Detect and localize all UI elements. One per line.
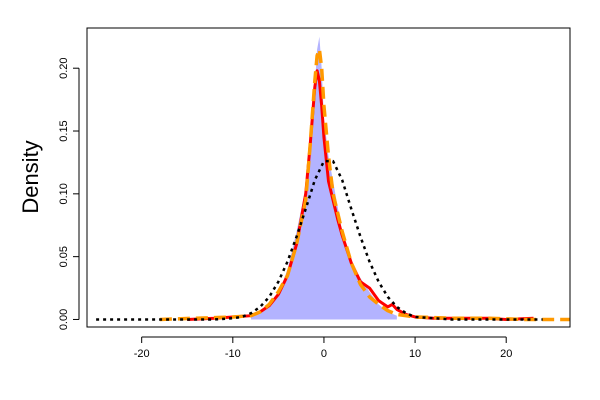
y-tick-label: 0.15 bbox=[58, 120, 70, 141]
y-tick-label: 0.10 bbox=[58, 183, 70, 204]
y-tick-label: 0.05 bbox=[58, 246, 70, 267]
x-tick-label: 20 bbox=[500, 348, 512, 360]
x-tick-label: 10 bbox=[409, 348, 421, 360]
plot-frame bbox=[86, 27, 571, 328]
y-axis-title: Density bbox=[18, 140, 43, 213]
orange-dashed-density-line bbox=[159, 47, 570, 322]
y-tick-label: 0.00 bbox=[58, 309, 70, 330]
x-tick-label: -20 bbox=[134, 348, 150, 360]
y-axis: 0.00 0.05 0.10 0.15 0.20 bbox=[58, 57, 80, 330]
series-layer bbox=[96, 36, 570, 322]
x-tick-label: 0 bbox=[321, 348, 327, 360]
x-tick-label: -10 bbox=[225, 348, 241, 360]
y-tick-label: 0.20 bbox=[58, 57, 70, 78]
histogram-density-area bbox=[251, 36, 397, 320]
x-axis: -20 -10 0 10 20 bbox=[134, 336, 512, 360]
